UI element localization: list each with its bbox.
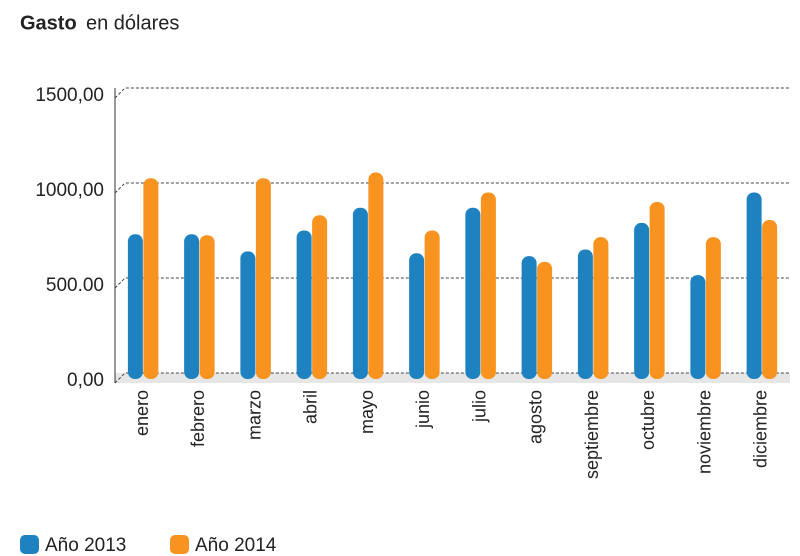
bar [649,202,665,379]
bar [312,215,328,379]
floor [115,373,790,383]
grid-line [114,182,790,194]
bar [184,234,200,379]
legend-label: Año 2013 [45,535,126,556]
bar [127,234,143,379]
bar [368,172,384,379]
grid-line [114,87,790,99]
x-tick-label: mayo [357,390,377,434]
bar [577,249,593,379]
legend-label: Año 2014 [195,535,277,556]
legend-swatch [170,535,189,554]
x-tick-label: abril [301,390,321,424]
bar [352,207,368,379]
bar [240,251,256,379]
bar [762,220,778,379]
bar [593,237,609,379]
x-tick-label: febrero [188,390,208,447]
x-tick-label: julio [469,390,489,423]
chart-subtitle: en dólares [86,12,179,34]
grid-line [114,277,790,289]
bar [521,256,537,379]
bar [199,235,215,379]
legend-swatch [20,535,39,554]
bar [746,192,762,379]
y-tick-label: 0,00 [67,370,104,391]
x-tick-label: septiembre [582,390,602,479]
bar [296,230,312,379]
bar [143,178,159,379]
bar [537,261,553,379]
bar [465,207,481,379]
x-tick-label: octubre [638,390,658,450]
x-tick-label: enero [132,390,152,436]
bar [705,237,721,379]
bar [255,178,271,379]
x-tick-label: diciembre [751,390,771,468]
y-tick-label: 1500,00 [35,85,104,106]
y-tick-label: 500.00 [46,275,104,296]
bar [409,253,425,379]
chart-title: Gasto [20,12,77,34]
bar [424,230,440,379]
x-tick-label: noviembre [694,390,714,474]
bar [690,275,706,379]
grid-line [114,372,790,384]
bar [480,192,496,379]
x-tick-label: agosto [526,390,546,444]
x-tick-label: marzo [244,390,264,440]
x-tick-label: junio [413,390,433,429]
y-tick-label: 1000,00 [35,180,104,201]
bar [634,222,650,379]
